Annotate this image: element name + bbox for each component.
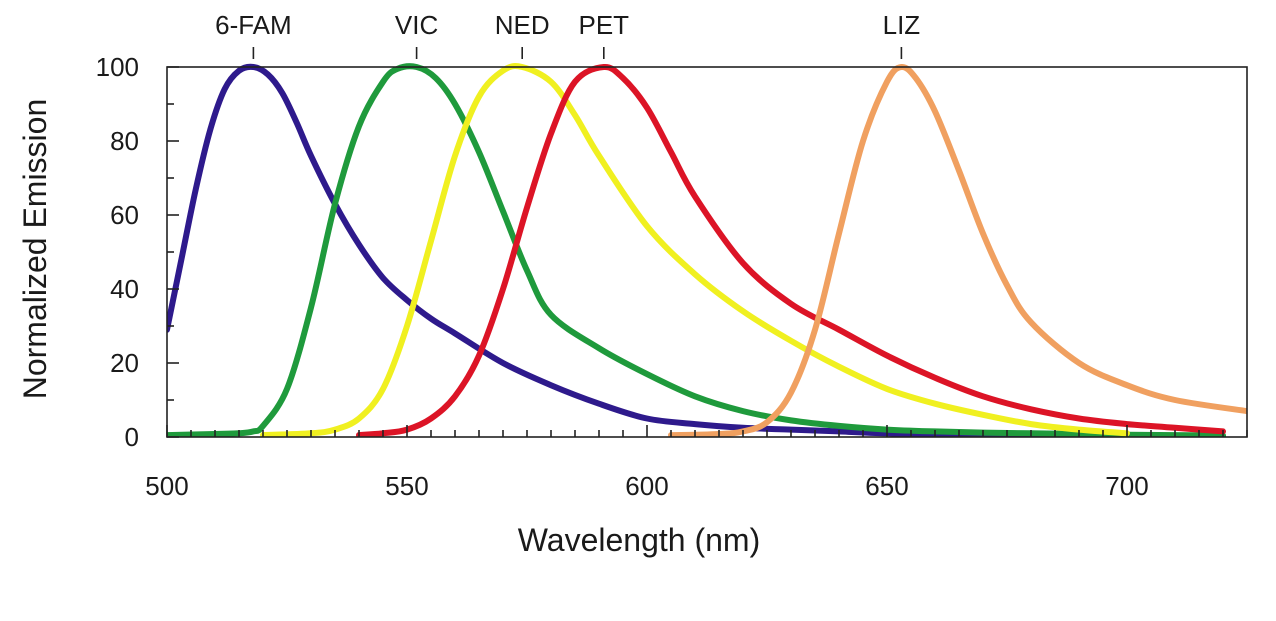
y-tick-label: 100 <box>96 52 139 82</box>
dye-label-vic: VIC <box>395 10 438 40</box>
axis-tick-labels: 500 550 600 650 700 0 20 40 60 80 100 <box>96 52 1149 501</box>
series-line-ned <box>260 63 1130 437</box>
series-line-liz <box>668 63 1247 437</box>
y-tick-label: 80 <box>110 126 139 156</box>
y-tick-label: 20 <box>110 348 139 378</box>
dye-label-ned: NED <box>495 10 550 40</box>
dye-label-pet: PET <box>579 10 630 40</box>
axis-ticks <box>166 66 1248 438</box>
x-tick-label: 650 <box>865 471 908 501</box>
plot-frame <box>166 66 1248 438</box>
dye-peak-labels: 6-FAM VIC NED PET LIZ <box>215 10 920 59</box>
x-tick-label: 500 <box>145 471 188 501</box>
dye-label-liz: LIZ <box>883 10 921 40</box>
y-tick-label: 60 <box>110 200 139 230</box>
y-tick-label: 0 <box>125 422 139 452</box>
x-tick-label: 600 <box>625 471 668 501</box>
curves-layer <box>167 63 1247 437</box>
x-tick-label: 700 <box>1105 471 1148 501</box>
x-axis-title: Wavelength (nm) <box>518 522 760 558</box>
y-tick-label: 40 <box>110 274 139 304</box>
x-tick-label: 550 <box>385 471 428 501</box>
dye-label-6-fam: 6-FAM <box>215 10 292 40</box>
series-line-pet <box>356 63 1226 437</box>
y-axis-title: Normalized Emission <box>17 99 53 400</box>
series-line-vic <box>167 63 1226 437</box>
